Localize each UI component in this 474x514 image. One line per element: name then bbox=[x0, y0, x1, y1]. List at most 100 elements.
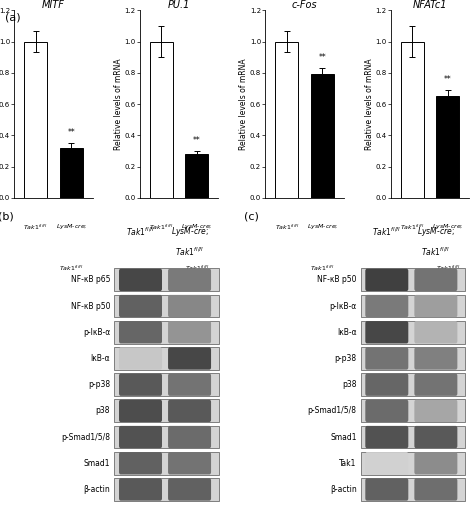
Text: p38: p38 bbox=[342, 380, 356, 389]
FancyBboxPatch shape bbox=[365, 452, 408, 474]
FancyBboxPatch shape bbox=[168, 295, 211, 317]
Bar bbox=[60, 148, 83, 198]
Text: p-Smad1/5/8: p-Smad1/5/8 bbox=[61, 433, 110, 442]
Text: Smad1: Smad1 bbox=[330, 433, 356, 442]
Text: NF-κB p50: NF-κB p50 bbox=[317, 276, 356, 284]
FancyBboxPatch shape bbox=[168, 374, 211, 396]
Text: $\it{LysM}$-$\it{cre}$;: $\it{LysM}$-$\it{cre}$; bbox=[181, 222, 212, 231]
Text: $\it{Tak1}^{\it{fl/fl}}$: $\it{Tak1}^{\it{fl/fl}}$ bbox=[24, 222, 48, 231]
Text: Tak1: Tak1 bbox=[339, 459, 356, 468]
Text: $\it{LysM}$-$\it{cre}$;: $\it{LysM}$-$\it{cre}$; bbox=[55, 222, 87, 231]
Bar bbox=[150, 42, 173, 198]
Text: p-Smad1/5/8: p-Smad1/5/8 bbox=[308, 407, 356, 415]
Text: p-IκB-α: p-IκB-α bbox=[329, 302, 356, 310]
FancyBboxPatch shape bbox=[414, 479, 457, 501]
Text: $\it{LysM}$-$\it{cre}$;: $\it{LysM}$-$\it{cre}$; bbox=[417, 226, 455, 238]
Text: NF-κB p65: NF-κB p65 bbox=[71, 276, 110, 284]
Bar bbox=[114, 295, 219, 318]
Text: β-actin: β-actin bbox=[83, 485, 110, 494]
FancyBboxPatch shape bbox=[119, 479, 162, 501]
FancyBboxPatch shape bbox=[365, 479, 408, 501]
FancyBboxPatch shape bbox=[119, 426, 162, 448]
Bar bbox=[114, 452, 219, 474]
Text: $\it{LysM}$-$\it{cre}$;: $\it{LysM}$-$\it{cre}$; bbox=[171, 226, 209, 238]
Text: p-IκB-α: p-IκB-α bbox=[83, 328, 110, 337]
Title: MITF: MITF bbox=[42, 0, 65, 9]
Text: IκB-α: IκB-α bbox=[337, 328, 356, 337]
FancyBboxPatch shape bbox=[414, 295, 457, 317]
Text: $\it{Tak1}^{\it{fl/fl}}$: $\it{Tak1}^{\it{fl/fl}}$ bbox=[175, 246, 204, 258]
FancyBboxPatch shape bbox=[365, 321, 408, 343]
Bar bbox=[114, 373, 219, 396]
Bar bbox=[361, 426, 465, 448]
Text: $\it{Tak1}^{\it{fl/fl}}$: $\it{Tak1}^{\it{fl/fl}}$ bbox=[274, 222, 299, 231]
FancyBboxPatch shape bbox=[365, 295, 408, 317]
FancyBboxPatch shape bbox=[119, 295, 162, 317]
Bar bbox=[185, 154, 209, 198]
Text: NF-κB p50: NF-κB p50 bbox=[71, 302, 110, 310]
Bar bbox=[114, 321, 219, 344]
Text: (a): (a) bbox=[5, 13, 20, 23]
Text: $\it{Tak1}^{\it{fl/fl}}$: $\it{Tak1}^{\it{fl/fl}}$ bbox=[310, 264, 335, 273]
Bar bbox=[361, 373, 465, 396]
FancyBboxPatch shape bbox=[414, 269, 457, 291]
FancyBboxPatch shape bbox=[168, 269, 211, 291]
Text: IκB-α: IκB-α bbox=[91, 354, 110, 363]
FancyBboxPatch shape bbox=[414, 426, 457, 448]
Text: $\it{LysM}$-$\it{cre}$;: $\it{LysM}$-$\it{cre}$; bbox=[307, 222, 338, 231]
Bar bbox=[361, 399, 465, 422]
FancyBboxPatch shape bbox=[168, 452, 211, 474]
Y-axis label: Relative levels of mRNA: Relative levels of mRNA bbox=[365, 58, 374, 150]
Text: $\it{Tak1}^{\it{fl/fl}}$: $\it{Tak1}^{\it{fl/fl}}$ bbox=[372, 226, 401, 238]
FancyBboxPatch shape bbox=[168, 347, 211, 370]
FancyBboxPatch shape bbox=[365, 347, 408, 370]
FancyBboxPatch shape bbox=[119, 321, 162, 343]
Text: $\it{Tak1}^{\it{fl/fl}}$: $\it{Tak1}^{\it{fl/fl}}$ bbox=[436, 264, 460, 273]
Y-axis label: Relative levels of mRNA: Relative levels of mRNA bbox=[114, 58, 123, 150]
Text: **: ** bbox=[193, 136, 201, 145]
FancyBboxPatch shape bbox=[414, 452, 457, 474]
FancyBboxPatch shape bbox=[365, 400, 408, 422]
Bar bbox=[361, 295, 465, 318]
Title: NFATc1: NFATc1 bbox=[413, 0, 447, 9]
FancyBboxPatch shape bbox=[168, 400, 211, 422]
Text: p38: p38 bbox=[96, 407, 110, 415]
Bar bbox=[361, 268, 465, 291]
FancyBboxPatch shape bbox=[414, 347, 457, 370]
Text: $\it{Tak1}^{\it{fl/fl}}$: $\it{Tak1}^{\it{fl/fl}}$ bbox=[149, 222, 173, 231]
Title: PU.1: PU.1 bbox=[168, 0, 190, 9]
Text: p-p38: p-p38 bbox=[88, 380, 110, 389]
FancyBboxPatch shape bbox=[365, 426, 408, 448]
Text: (c): (c) bbox=[244, 211, 259, 221]
Title: c-Fos: c-Fos bbox=[292, 0, 317, 9]
Bar bbox=[24, 42, 47, 198]
Bar bbox=[311, 75, 334, 198]
Text: $\it{Tak1}^{\it{fl/fl}}$: $\it{Tak1}^{\it{fl/fl}}$ bbox=[126, 226, 155, 238]
Bar bbox=[114, 478, 219, 501]
Bar bbox=[436, 96, 459, 198]
FancyBboxPatch shape bbox=[168, 479, 211, 501]
FancyBboxPatch shape bbox=[365, 269, 408, 291]
Text: $\it{Tak1}^{\it{fl/fl}}$: $\it{Tak1}^{\it{fl/fl}}$ bbox=[185, 264, 209, 273]
FancyBboxPatch shape bbox=[168, 426, 211, 448]
Text: $\it{Tak1}^{\it{fl/fl}}$: $\it{Tak1}^{\it{fl/fl}}$ bbox=[400, 222, 424, 231]
FancyBboxPatch shape bbox=[119, 374, 162, 396]
Bar bbox=[401, 42, 424, 198]
Text: **: ** bbox=[319, 53, 326, 62]
FancyBboxPatch shape bbox=[119, 347, 162, 370]
Text: p-p38: p-p38 bbox=[335, 354, 356, 363]
Bar bbox=[361, 347, 465, 370]
Bar bbox=[114, 347, 219, 370]
FancyBboxPatch shape bbox=[119, 269, 162, 291]
Text: β-actin: β-actin bbox=[330, 485, 356, 494]
Bar bbox=[361, 452, 465, 474]
Bar bbox=[361, 321, 465, 344]
FancyBboxPatch shape bbox=[119, 452, 162, 474]
FancyBboxPatch shape bbox=[414, 400, 457, 422]
FancyBboxPatch shape bbox=[168, 321, 211, 343]
Y-axis label: Relative levels of mRNA: Relative levels of mRNA bbox=[239, 58, 248, 150]
FancyBboxPatch shape bbox=[414, 321, 457, 343]
Text: $\it{Tak1}^{\it{fl/fl}}$: $\it{Tak1}^{\it{fl/fl}}$ bbox=[59, 264, 83, 273]
Text: (b): (b) bbox=[0, 211, 13, 221]
Text: $\it{Tak1}^{\it{fl/fl}}$: $\it{Tak1}^{\it{fl/fl}}$ bbox=[421, 246, 450, 258]
